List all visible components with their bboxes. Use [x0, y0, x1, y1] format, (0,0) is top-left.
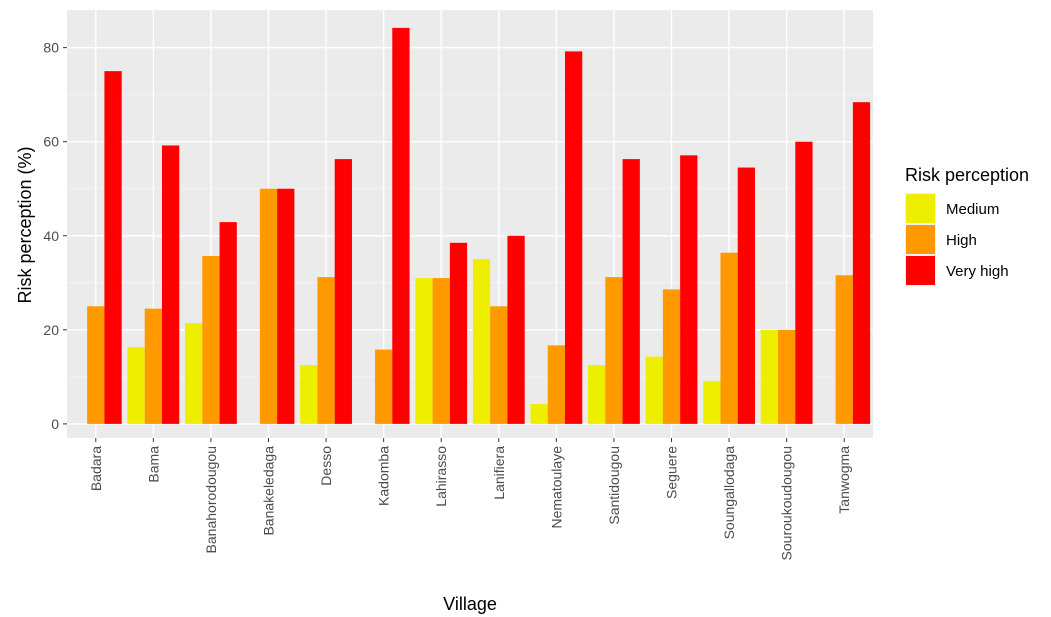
bar-badara-high — [87, 306, 105, 424]
bar-soungallodaga-high — [720, 252, 738, 424]
x-tick-label: Kadomba — [376, 446, 392, 506]
legend-key-medium — [906, 194, 935, 223]
bar-nematoulaye-high — [547, 345, 565, 424]
x-tick-label: Lanifiera — [491, 446, 507, 500]
legend: Risk perception Medium High Very high — [905, 165, 1029, 286]
x-tick-label: Souroukoudougou — [779, 446, 795, 560]
x-tick-label: Desso — [318, 446, 334, 486]
bars — [87, 27, 871, 424]
x-tick-label: Banahorodougou — [203, 446, 219, 553]
bar-nematoulaye-very-high — [564, 51, 583, 424]
bar-souroukoudougou-very-high — [795, 141, 813, 424]
bar-desso-very-high — [334, 159, 352, 424]
x-tick-label: Santidougou — [606, 446, 622, 525]
bar-souroukoudougou-medium — [760, 329, 779, 424]
bar-seguere-very-high — [680, 155, 698, 424]
bar-lahirasso-very-high — [449, 242, 468, 424]
bar-banahorodougou-medium — [185, 323, 203, 424]
bar-tanwogma-high — [835, 275, 853, 424]
bar-lanifiera-very-high — [507, 235, 525, 424]
bar-soungallodaga-medium — [703, 381, 721, 424]
legend-key-high — [906, 225, 935, 254]
x-tick-label: Seguere — [664, 446, 680, 499]
y-tick-label: 80 — [43, 40, 59, 56]
bar-bama-high — [144, 308, 162, 424]
bar-desso-high — [317, 277, 335, 424]
bar-kadomba-very-high — [392, 27, 410, 424]
x-tick-label: Banakeledaga — [261, 446, 277, 536]
bar-lanifiera-medium — [472, 259, 491, 424]
y-axis: 0 20 40 60 80 — [43, 40, 67, 432]
y-tick-label: 60 — [43, 134, 59, 150]
bar-desso-medium — [300, 365, 318, 424]
x-tick-label: Badara — [88, 446, 104, 491]
bar-kadomba-high — [375, 349, 393, 424]
y-tick-label: 40 — [43, 228, 59, 244]
bar-soungallodaga-very-high — [737, 167, 755, 424]
bar-lahirasso-high — [432, 278, 450, 424]
bar-bama-medium — [127, 347, 145, 424]
legend-label: Very high — [946, 263, 1009, 280]
bar-banakeledaga-very-high — [277, 188, 295, 424]
legend-title: Risk perception — [905, 165, 1029, 185]
bar-banakeledaga-high — [259, 188, 278, 424]
bar-souroukoudougou-high — [778, 329, 796, 424]
bar-badara-very-high — [104, 71, 122, 424]
y-axis-title: Risk perception (%) — [15, 146, 35, 303]
legend-key-very-high — [906, 256, 935, 285]
bar-seguere-medium — [645, 356, 663, 424]
legend-label: High — [946, 232, 977, 249]
x-tick-label: Bama — [145, 446, 161, 483]
bar-seguere-high — [662, 289, 681, 424]
bar-banahorodougou-very-high — [219, 222, 237, 424]
bar-santidougou-medium — [588, 365, 606, 424]
x-tick-label: Tanwogma — [836, 446, 852, 514]
x-tick-label: Nematoulaye — [548, 446, 564, 529]
x-tick-label: Soungallodaga — [721, 446, 737, 540]
x-axis: Badara Bama Banahorodougou Banakeledaga Dess… — [88, 438, 852, 560]
y-tick-label: 0 — [51, 416, 59, 432]
x-tick-label: Lahirasso — [433, 446, 449, 507]
bar-santidougou-high — [605, 277, 623, 424]
x-axis-title: Village — [443, 594, 497, 614]
bar-santidougou-very-high — [622, 159, 640, 424]
bar-bama-very-high — [161, 145, 180, 424]
bar-banahorodougou-high — [202, 255, 220, 424]
bar-lanifiera-high — [490, 306, 508, 424]
bar-tanwogma-very-high — [852, 102, 871, 424]
y-tick-label: 20 — [43, 322, 59, 338]
bar-nematoulaye-medium — [530, 404, 548, 424]
bar-lahirasso-medium — [415, 278, 433, 424]
legend-label: Medium — [946, 201, 999, 218]
